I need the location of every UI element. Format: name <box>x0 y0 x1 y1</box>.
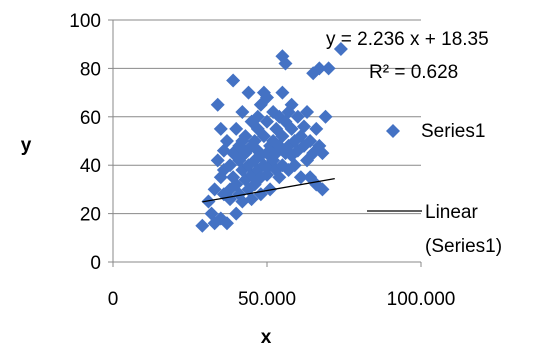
data-point <box>284 121 299 136</box>
legend-label-series1: Series1 <box>421 121 485 142</box>
data-points <box>195 42 348 233</box>
y-tick-label: 100 <box>69 11 101 32</box>
data-point <box>260 90 274 105</box>
data-point <box>287 158 302 173</box>
data-point <box>275 129 290 144</box>
data-point <box>321 61 336 76</box>
axes <box>108 19 422 267</box>
data-point <box>210 153 225 168</box>
data-point <box>195 218 210 233</box>
data-point <box>318 109 333 124</box>
data-point <box>315 146 330 161</box>
y-tick-label: 60 <box>80 108 101 129</box>
data-point <box>213 121 228 136</box>
data-point <box>235 104 250 119</box>
data-point <box>275 85 290 100</box>
x-tick-label: 0 <box>108 289 119 310</box>
data-point <box>260 114 274 129</box>
data-point <box>201 194 216 209</box>
trendline-r-squared: R² = 0.628 <box>369 62 458 83</box>
legend-marker-series1 <box>386 124 400 138</box>
data-point <box>278 56 293 71</box>
x-axis-title: x <box>261 327 272 347</box>
data-point <box>226 73 241 88</box>
data-point <box>256 129 271 144</box>
legend: Series1 Linear (Series1) <box>367 121 502 257</box>
data-point <box>315 182 330 197</box>
data-point <box>312 61 327 76</box>
legend-label-linear-line1: Linear <box>425 202 478 223</box>
x-tick-label: 50.000 <box>238 289 296 310</box>
data-point <box>333 42 348 57</box>
x-tick-label: 100.000 <box>387 289 456 310</box>
data-point <box>210 97 225 112</box>
data-point <box>229 206 244 221</box>
data-point <box>244 192 259 207</box>
trendline-group <box>202 177 335 203</box>
tick-labels: 0 20 40 60 80 100 0 50.000 100.000 <box>69 11 455 310</box>
y-axis-title: y <box>21 135 32 156</box>
data-point <box>284 97 299 112</box>
data-point <box>219 216 234 231</box>
y-tick-label: 0 <box>90 253 101 274</box>
data-point <box>309 121 324 136</box>
y-tick-label: 80 <box>80 59 101 80</box>
data-point <box>223 158 238 173</box>
trendline <box>202 177 335 203</box>
data-point <box>241 85 256 100</box>
data-point <box>303 134 318 148</box>
y-tick-label: 20 <box>80 205 101 226</box>
data-point <box>272 170 287 185</box>
trendline-equation: y = 2.236 x + 18.35 <box>326 29 489 50</box>
data-point <box>296 119 311 134</box>
legend-label-linear-line2: (Series1) <box>425 236 502 257</box>
data-point <box>293 170 308 185</box>
data-point <box>229 121 244 136</box>
data-point <box>219 134 234 148</box>
data-point <box>223 192 238 207</box>
data-point <box>300 104 315 119</box>
data-point <box>238 129 253 144</box>
y-tick-label: 40 <box>80 156 101 177</box>
data-point <box>290 109 305 124</box>
data-point <box>207 182 222 197</box>
data-point <box>250 109 265 124</box>
